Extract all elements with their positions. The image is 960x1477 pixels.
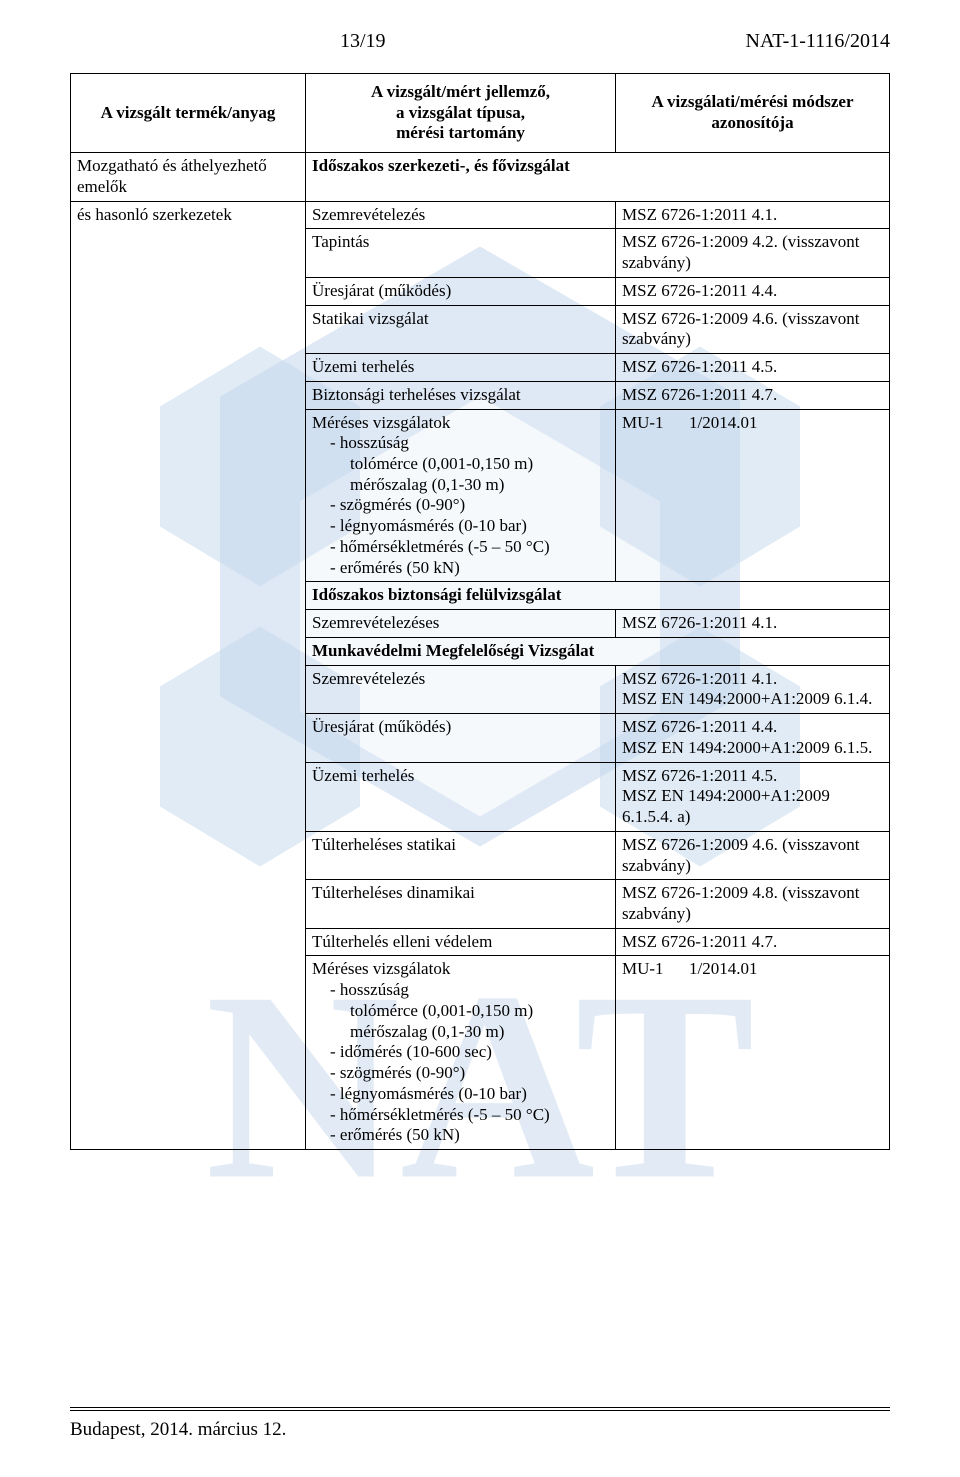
table-cell: MSZ 6726-1:2009 4.2. (visszavont szabván… [616, 229, 890, 277]
table-cell: MSZ 6726-1:2011 4.7. [616, 381, 890, 409]
table-cell: MSZ 6726-1:2011 4.1.MSZ EN 1494:2000+A1:… [616, 665, 890, 713]
table-cell: és hasonló szerkezetek [71, 201, 306, 1149]
table-cell: Túlterhelés elleni védelem [306, 928, 616, 956]
page-footer: Budapest, 2014. március 12. [70, 1407, 890, 1441]
table-cell: MSZ 6726-1:2011 4.7. [616, 928, 890, 956]
table-cell: Üzemi terhelés [306, 354, 616, 382]
table-cell: Túlterheléses dinamikai [306, 880, 616, 928]
footer-text: Budapest, 2014. március 12. [70, 1419, 890, 1441]
table-cell: Időszakos biztonsági felülvizsgálat [306, 582, 890, 610]
table-cell: Üzemi terhelés [306, 762, 616, 831]
table-cell: MSZ 6726-1:2009 4.6. (visszavont szabván… [616, 831, 890, 879]
table-cell: Méréses vizsgálatokhosszúságtolómérce (0… [306, 409, 616, 582]
col-header-2: A vizsgált/mért jellemző, a vizsgálat tí… [306, 74, 616, 153]
table-cell: Biztonsági terheléses vizsgálat [306, 381, 616, 409]
col-header-3: A vizsgálati/mérési módszer azonosítója [616, 74, 890, 153]
table-cell: Tapintás [306, 229, 616, 277]
table-cell: MSZ 6726-1:2011 4.4.MSZ EN 1494:2000+A1:… [616, 714, 890, 762]
page-header: 13/19 NAT-1-1116/2014 [70, 30, 890, 53]
table-cell: Szemrevételezés [306, 665, 616, 713]
table-cell: Üresjárat (működés) [306, 714, 616, 762]
table-cell: Mozgatható és áthelyezhető emelők [71, 153, 306, 201]
main-table: A vizsgált termék/anyag A vizsgált/mért … [70, 73, 890, 1150]
table-cell: MU-1 1/2014.01 [616, 409, 890, 582]
table-cell: Statikai vizsgálat [306, 305, 616, 353]
table-cell: Túlterheléses statikai [306, 831, 616, 879]
footer-rule [70, 1407, 890, 1411]
table-cell: MSZ 6726-1:2011 4.5. [616, 354, 890, 382]
table-cell: Szemrevételezéses [306, 610, 616, 638]
table-cell: Üresjárat (működés) [306, 277, 616, 305]
table-cell: MSZ 6726-1:2011 4.1. [616, 610, 890, 638]
table-cell: MSZ 6726-1:2011 4.5.MSZ EN 1494:2000+A1:… [616, 762, 890, 831]
table-cell: MSZ 6726-1:2011 4.1. [616, 201, 890, 229]
col-header-1: A vizsgált termék/anyag [71, 74, 306, 153]
table-cell: MSZ 6726-1:2011 4.4. [616, 277, 890, 305]
table-cell: Méréses vizsgálatokhosszúságtolómérce (0… [306, 956, 616, 1150]
page-number: 13/19 [340, 30, 386, 53]
table-cell: Munkavédelmi Megfelelőségi Vizsgálat [306, 637, 890, 665]
table-cell: Időszakos szerkezeti-, és fővizsgálat [306, 153, 890, 201]
table-cell: Szemrevételezés [306, 201, 616, 229]
doc-number: NAT-1-1116/2014 [746, 30, 890, 53]
table-cell: MSZ 6726-1:2009 4.8. (visszavont szabván… [616, 880, 890, 928]
table-header-row: A vizsgált termék/anyag A vizsgált/mért … [71, 74, 890, 153]
table-cell: MSZ 6726-1:2009 4.6. (visszavont szabván… [616, 305, 890, 353]
table-cell: MU-1 1/2014.01 [616, 956, 890, 1150]
